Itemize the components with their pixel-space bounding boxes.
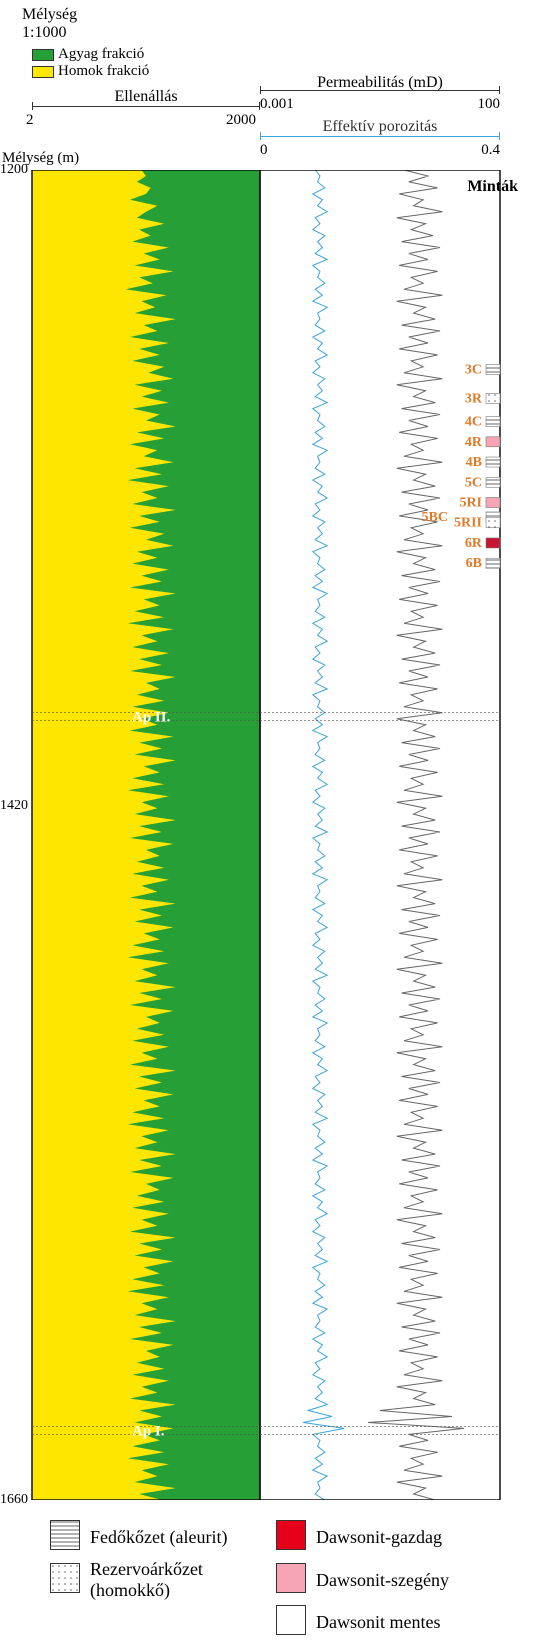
well-log-svg: Ap II. Ap I. 3C 3R 4C 4R 4B 5C 5RI 5BC 5RII 6R 6B bbox=[0, 170, 542, 1500]
porosity-axis-label: Effektív porozitás bbox=[260, 118, 500, 136]
legend-bottom: Fedőkőzet (aleurit) Dawsonit-gazdag Rezerv… bbox=[50, 1520, 520, 1640]
svg-text:4C: 4C bbox=[465, 415, 482, 430]
svg-text:Ap II.: Ap II. bbox=[132, 709, 171, 725]
svg-text:3R: 3R bbox=[465, 391, 483, 406]
svg-text:3C: 3C bbox=[465, 363, 482, 378]
clay-label: Agyag frakció bbox=[58, 46, 144, 63]
svg-text:6B: 6B bbox=[466, 556, 482, 571]
perm-max: 100 bbox=[478, 96, 501, 113]
clay-swatch bbox=[32, 49, 54, 61]
res-tick-l bbox=[32, 102, 33, 110]
perm-min: 0.001 bbox=[260, 96, 294, 113]
legend-swatch bbox=[276, 1520, 310, 1555]
legend-label: Dawsonit mentes bbox=[316, 1612, 516, 1633]
resistivity-axis-line bbox=[32, 106, 260, 107]
perm-tick-l bbox=[260, 86, 261, 94]
depth-tick: 1200 bbox=[0, 162, 28, 178]
resistivity-axis-label: Ellenállás bbox=[32, 88, 260, 106]
samples-header: Minták bbox=[467, 178, 518, 196]
svg-text:4R: 4R bbox=[465, 435, 483, 450]
svg-text:5C: 5C bbox=[465, 475, 482, 490]
legend-swatch bbox=[50, 1520, 84, 1555]
por-max: 0.4 bbox=[481, 142, 500, 159]
legend-swatch bbox=[276, 1605, 310, 1640]
sand-label: Homok frakció bbox=[58, 63, 149, 80]
svg-text:Ap I.: Ap I. bbox=[132, 1424, 165, 1440]
depth-title-2: 1:1000 bbox=[22, 24, 77, 42]
por-tick-l bbox=[260, 132, 261, 140]
legend-swatch bbox=[50, 1563, 84, 1598]
res-min: 2 bbox=[26, 112, 34, 129]
svg-text:4B: 4B bbox=[466, 455, 482, 470]
svg-text:5RII: 5RII bbox=[454, 516, 482, 531]
por-min: 0 bbox=[260, 142, 268, 159]
depth-tick: 1420 bbox=[0, 798, 28, 814]
svg-text:5RI: 5RI bbox=[459, 496, 482, 511]
depth-tick: 1660 bbox=[0, 1492, 28, 1508]
legend-label: Dawsonit-szegény bbox=[316, 1570, 516, 1591]
depth-title-1: Mélység bbox=[22, 6, 77, 24]
porosity-axis-line bbox=[260, 136, 500, 137]
svg-text:6R: 6R bbox=[465, 536, 483, 551]
por-tick-r bbox=[499, 132, 500, 140]
depth-scale-title: Mélység 1:1000 bbox=[22, 6, 77, 42]
svg-text:5BC: 5BC bbox=[422, 510, 448, 525]
legend-top: Agyag frakció Homok frakció bbox=[32, 46, 149, 80]
legend-label: Rezervoárkőzet (homokkő) bbox=[90, 1559, 270, 1601]
res-max: 2000 bbox=[226, 112, 256, 129]
permeability-axis-line bbox=[260, 90, 500, 91]
legend-label: Dawsonit-gazdag bbox=[316, 1527, 516, 1548]
legend-swatch bbox=[276, 1563, 310, 1598]
perm-tick-r bbox=[499, 86, 500, 94]
legend-label: Fedőkőzet (aleurit) bbox=[90, 1527, 270, 1548]
res-tick-r bbox=[259, 102, 260, 110]
sand-swatch bbox=[32, 66, 54, 78]
